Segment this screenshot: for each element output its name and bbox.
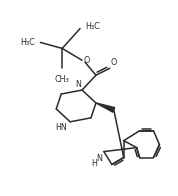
Text: O: O (111, 58, 117, 67)
Text: H₃C: H₃C (85, 22, 100, 31)
Text: H₃C: H₃C (21, 38, 35, 47)
Polygon shape (96, 103, 115, 112)
Text: N: N (96, 153, 102, 162)
Text: H: H (91, 159, 97, 168)
Text: O: O (83, 56, 89, 65)
Text: N: N (75, 80, 81, 89)
Text: CH₃: CH₃ (55, 75, 70, 84)
Text: HN: HN (55, 123, 67, 132)
